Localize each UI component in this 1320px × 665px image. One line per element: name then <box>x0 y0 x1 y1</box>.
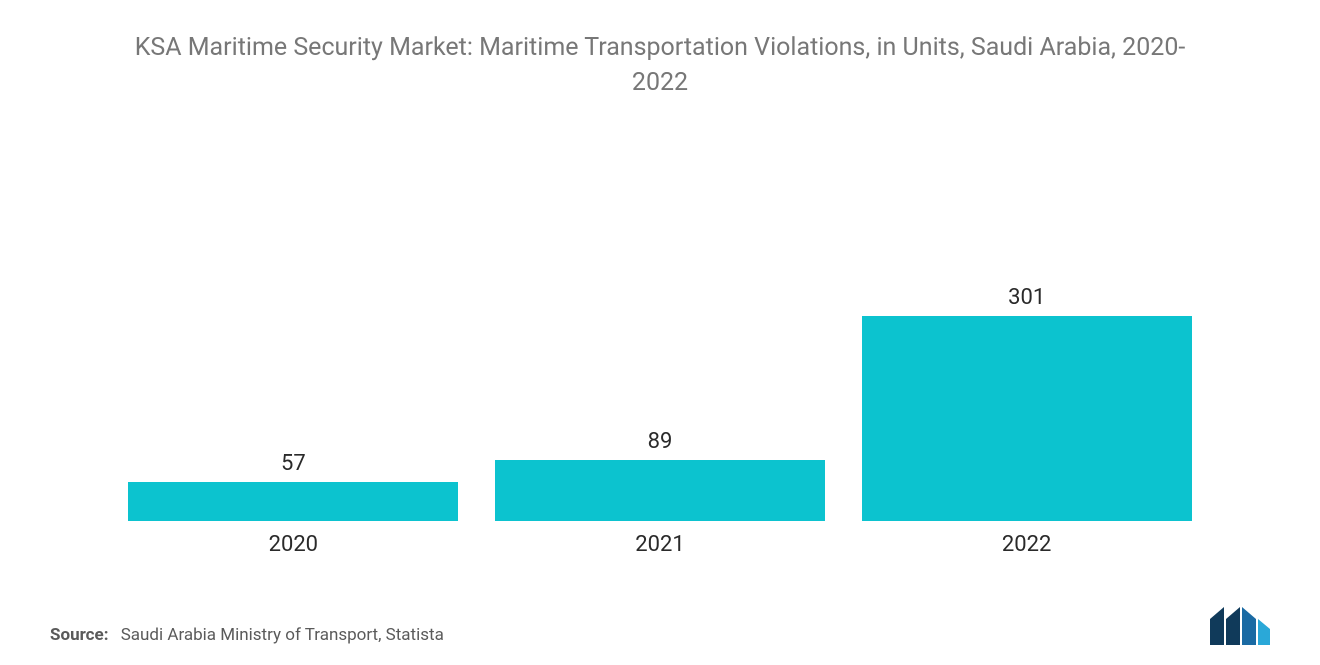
bar-group-1: 89 <box>495 429 825 521</box>
chart-title: KSA Maritime Security Market: Maritime T… <box>110 30 1210 100</box>
brand-logo-icon <box>1210 607 1270 645</box>
bar <box>862 316 1192 521</box>
source-line: Source: Saudi Arabia Ministry of Transpo… <box>50 625 444 645</box>
x-label: 2021 <box>495 532 825 557</box>
bar <box>495 460 825 521</box>
bar <box>128 482 458 521</box>
x-axis: 2020 2021 2022 <box>50 522 1270 557</box>
source-text: Saudi Arabia Ministry of Transport, Stat… <box>121 625 444 645</box>
value-label: 89 <box>648 429 673 454</box>
value-label: 57 <box>281 451 306 476</box>
source-label: Source: <box>50 625 108 645</box>
x-label: 2020 <box>128 532 458 557</box>
bar-group-2: 301 <box>862 285 1192 521</box>
plot-area: 57 89 301 <box>50 120 1270 522</box>
footer: Source: Saudi Arabia Ministry of Transpo… <box>50 607 1270 645</box>
value-label: 301 <box>1008 285 1045 310</box>
bar-group-0: 57 <box>128 451 458 521</box>
chart-container: KSA Maritime Security Market: Maritime T… <box>0 0 1320 665</box>
x-label: 2022 <box>862 532 1192 557</box>
